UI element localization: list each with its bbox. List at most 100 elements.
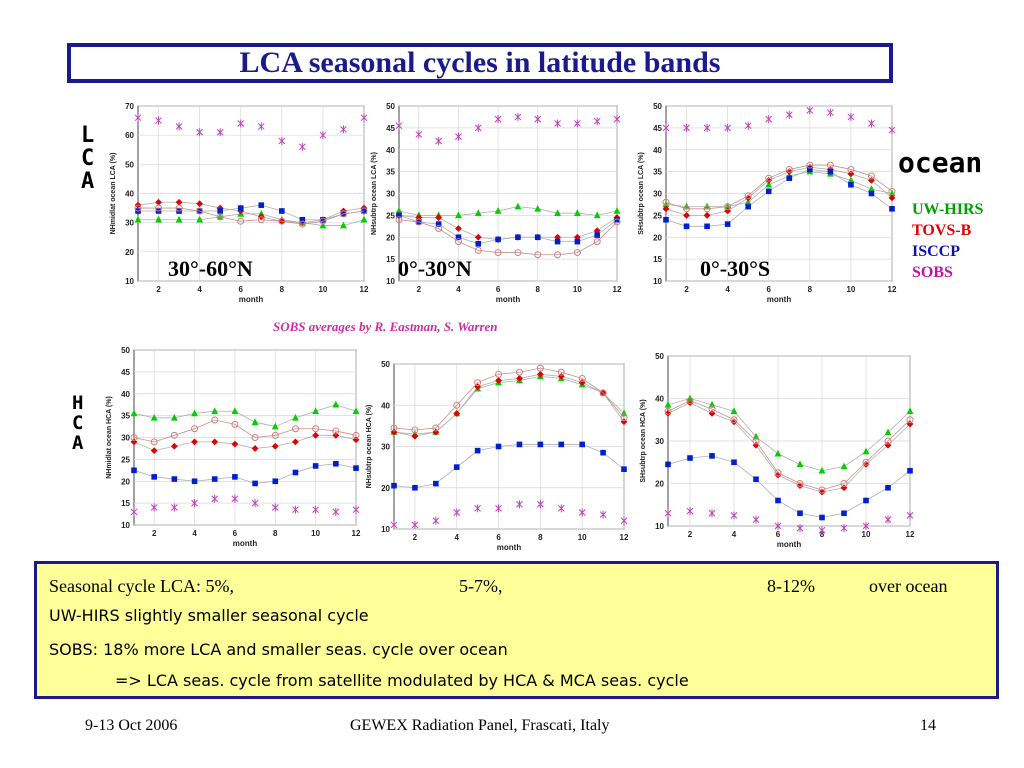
data-point-sobs <box>724 123 731 132</box>
legend-item-uwhirs: UW-HIRS <box>912 201 984 218</box>
series-line-tovsb <box>393 373 625 437</box>
data-point-uwhirs <box>744 198 752 206</box>
data-point-extra <box>454 238 462 246</box>
data-point-sobs <box>752 515 760 524</box>
series-line-isccp <box>393 444 625 489</box>
data-point-extra <box>796 480 804 487</box>
data-point-sobs <box>352 505 360 514</box>
y-tick-label: 30 <box>121 434 130 443</box>
data-point-sobs <box>765 115 773 124</box>
data-point-sobs <box>785 110 793 119</box>
data-point-sobs <box>554 119 561 128</box>
data-point-tovsb <box>516 375 523 382</box>
series-line-isccp <box>138 204 365 221</box>
data-point-extra <box>613 218 621 226</box>
data-point-uwhirs <box>862 447 870 455</box>
y-tick-label: 40 <box>125 190 134 199</box>
data-point-sobs <box>134 113 142 122</box>
data-point-isccp <box>907 467 913 474</box>
data-point-uwhirs <box>593 211 601 219</box>
data-point-uwhirs <box>662 200 670 208</box>
data-point-sobs <box>171 503 178 512</box>
data-point-extra <box>352 431 360 439</box>
data-point-extra <box>170 431 178 439</box>
data-point-isccp <box>724 221 731 227</box>
y-tick-label: 20 <box>386 233 395 242</box>
data-point-uwhirs <box>340 221 347 229</box>
data-point-tovsb <box>752 441 760 449</box>
data-point-sobs <box>332 507 340 516</box>
data-point-sobs <box>231 494 239 503</box>
data-point-sobs <box>818 526 826 535</box>
data-point-extra <box>818 486 826 494</box>
data-point-isccp <box>353 465 359 471</box>
data-point-isccp <box>412 484 418 491</box>
data-point-sobs <box>537 500 544 509</box>
data-point-uwhirs <box>170 413 178 421</box>
y-axis-label: NHmidlat ocean HCA (%) <box>106 396 113 479</box>
chart-hca-nhmidlat: 10 15 20 25 30 35 40 45 50 2 4 6 8 10 12 month NHmidlat … <box>106 346 361 548</box>
x-tick-label: 4 <box>455 533 460 542</box>
summary-line-conclusion: => LCA seas. cycle from satellite modula… <box>115 671 689 690</box>
data-point-extra <box>536 364 544 372</box>
data-point-sobs <box>340 125 347 134</box>
data-point-uwhirs <box>319 221 327 229</box>
y-tick-label: 45 <box>121 368 130 377</box>
series-uwhirs <box>662 167 896 210</box>
data-point-extra <box>155 204 163 212</box>
data-point-isccp <box>252 480 258 487</box>
data-point-sobs <box>664 509 672 518</box>
data-point-isccp <box>574 238 581 245</box>
data-point-extra <box>453 401 461 409</box>
y-tick-label: 30 <box>655 437 664 446</box>
data-point-isccp <box>361 208 367 214</box>
x-tick-label: 8 <box>536 285 541 294</box>
series-isccp <box>391 441 627 491</box>
data-point-extra <box>360 207 368 215</box>
y-tick-label: 60 <box>125 131 134 140</box>
data-point-sobs <box>150 503 158 512</box>
data-point-sobs <box>319 131 327 140</box>
data-point-extra <box>847 165 855 173</box>
data-point-extra <box>130 434 138 441</box>
y-tick-label: 50 <box>125 160 134 169</box>
data-point-uwhirs <box>884 428 892 436</box>
y-tick-label: 50 <box>386 102 395 111</box>
x-tick-label: 2 <box>417 285 422 294</box>
data-point-extra <box>888 187 896 195</box>
hca-letter: C <box>72 411 84 434</box>
data-point-sobs <box>191 499 198 508</box>
data-point-isccp <box>232 474 238 480</box>
series-sobs <box>662 106 896 135</box>
data-point-isccp <box>558 441 565 448</box>
x-tick-label: 4 <box>456 285 461 294</box>
data-point-uwhirs <box>196 215 204 223</box>
data-point-uwhirs <box>752 432 760 440</box>
x-tick-label: 8 <box>280 285 285 294</box>
chart-hca-shsubtrp: 10 20 30 40 50 2 4 6 8 10 12 month SHsubtrp ocean HC… <box>640 352 915 549</box>
series-tovsb <box>664 399 914 496</box>
x-tick-label: 12 <box>360 285 369 294</box>
data-point-isccp <box>131 467 137 474</box>
data-point-sobs <box>390 520 398 529</box>
data-point-uwhirs <box>554 209 561 216</box>
data-point-extra <box>291 425 299 433</box>
data-point-tovsb <box>686 399 694 407</box>
data-point-uwhirs <box>534 204 542 212</box>
data-point-sobs <box>708 509 716 518</box>
y-tick-label: 70 <box>125 102 134 111</box>
series-line-tovsb <box>667 402 911 493</box>
data-point-tovsb <box>765 176 773 184</box>
data-point-uwhirs <box>352 407 360 415</box>
data-point-extra <box>390 424 398 432</box>
x-tick-label: 8 <box>808 285 813 294</box>
data-point-uwhirs <box>840 462 848 470</box>
series-line-isccp <box>665 169 893 227</box>
data-point-sobs <box>840 524 848 533</box>
data-point-tovsb <box>884 441 892 449</box>
data-point-isccp <box>775 497 781 504</box>
data-point-extra <box>415 218 423 226</box>
data-point-extra <box>495 370 503 378</box>
data-point-sobs <box>686 507 694 516</box>
data-point-sobs <box>847 112 855 121</box>
